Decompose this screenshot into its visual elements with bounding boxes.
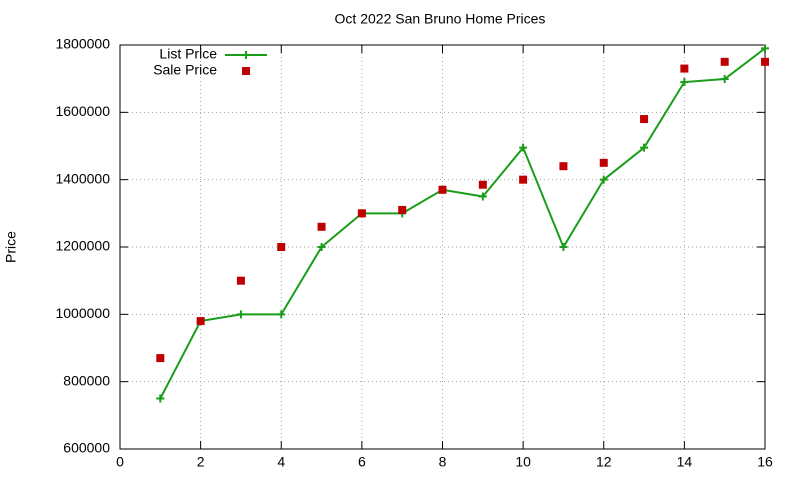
data-point xyxy=(640,115,649,124)
y-axis-label: Price xyxy=(3,231,19,263)
data-point xyxy=(438,185,447,194)
legend-label: Sale Price xyxy=(153,62,217,78)
legend-label: List Price xyxy=(159,46,217,62)
data-point xyxy=(680,78,689,87)
data-point xyxy=(398,205,407,214)
data-point xyxy=(680,64,689,73)
y-tick-label: 600000 xyxy=(63,440,110,456)
x-tick-label: 8 xyxy=(439,454,447,470)
data-point xyxy=(559,243,568,251)
x-tick-label: 2 xyxy=(197,454,205,470)
plot-frame xyxy=(119,44,766,450)
y-tick-label: 1800000 xyxy=(55,36,110,52)
data-point xyxy=(519,175,528,184)
x-tick-label: 4 xyxy=(277,454,285,470)
data-point xyxy=(317,222,326,231)
data-point xyxy=(277,243,286,251)
x-tick-label: 12 xyxy=(596,454,612,470)
data-point xyxy=(156,394,165,403)
data-point xyxy=(478,180,487,189)
y-tick-label: 1600000 xyxy=(55,103,110,119)
data-point xyxy=(720,57,729,66)
legend-marker xyxy=(242,51,250,59)
data-point xyxy=(236,276,245,285)
data-point xyxy=(599,158,608,167)
data-point xyxy=(640,143,649,152)
data-point xyxy=(599,175,608,184)
y-tick-label: 800000 xyxy=(63,372,110,388)
data-point xyxy=(196,317,205,326)
data-point xyxy=(236,310,245,319)
chart-title: Oct 2022 San Bruno Home Prices xyxy=(335,11,546,27)
x-tick-label: 16 xyxy=(757,454,773,470)
y-tick-label: 1400000 xyxy=(55,170,110,186)
series-line xyxy=(159,47,766,399)
data-point xyxy=(156,354,165,363)
x-tick-label: 14 xyxy=(677,454,693,470)
x-tick-label: 0 xyxy=(116,454,124,470)
data-point xyxy=(277,310,286,319)
data-point xyxy=(720,75,729,84)
legend-marker xyxy=(242,67,250,75)
data-point xyxy=(761,44,769,53)
data-point xyxy=(357,209,366,218)
data-point xyxy=(317,243,326,251)
data-point xyxy=(519,143,528,152)
y-tick-label: 1200000 xyxy=(55,238,110,254)
y-tick-label: 1000000 xyxy=(55,305,110,321)
data-point xyxy=(761,57,769,66)
x-tick-label: 10 xyxy=(515,454,531,470)
x-tick-label: 6 xyxy=(358,454,366,470)
data-point xyxy=(559,162,568,171)
data-point xyxy=(478,192,487,201)
